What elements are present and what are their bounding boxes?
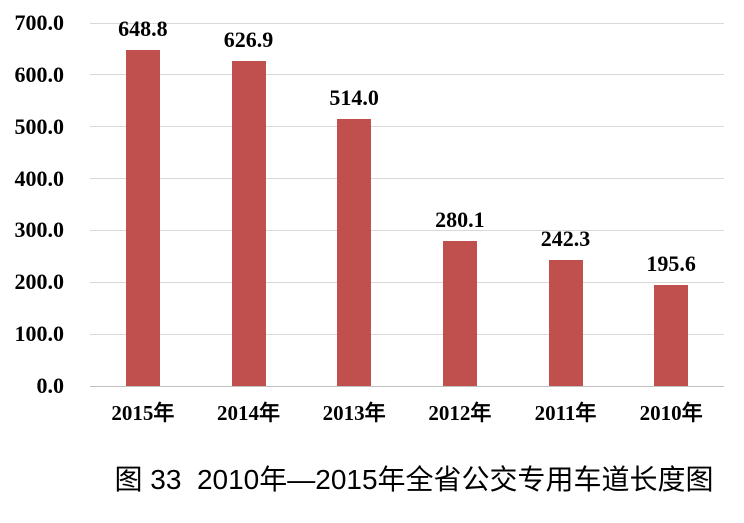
bar [231, 60, 266, 386]
y-axis-tick-label: 100.0 [14, 321, 65, 347]
x-axis-category-label: 2010年 [639, 401, 703, 425]
y-axis-tick-label: 0.0 [36, 373, 65, 398]
bar [125, 49, 160, 386]
bar-value-label: 195.6 [646, 250, 696, 276]
bar-value-label: 648.8 [118, 15, 168, 41]
x-axis-category-label: 2013年 [322, 401, 386, 425]
bar [548, 260, 583, 386]
gridline [90, 178, 724, 180]
bar-value-label: 514.0 [329, 85, 379, 111]
x-axis-category-label: 2015年 [111, 401, 175, 425]
x-axis-category-label: 2014年 [217, 401, 280, 425]
y-axis-tick-label: 500.0 [14, 113, 65, 139]
y-axis-tick-label: 300.0 [14, 217, 65, 243]
gridline [90, 385, 724, 387]
y-axis-tick-label: 600.0 [14, 61, 65, 87]
gridline [90, 229, 724, 231]
gridline [90, 22, 724, 24]
bar-value-label: 626.9 [223, 26, 274, 52]
bar [654, 284, 689, 386]
bar-value-label: 242.3 [540, 226, 591, 252]
gridline [90, 126, 724, 128]
gridline [90, 74, 724, 76]
chart-caption: 图 33 2010年—2015年全省公交专用车道长度图 [114, 464, 714, 495]
gridline [90, 281, 724, 283]
x-axis-category-label: 2011年 [534, 401, 597, 425]
y-axis-tick-label: 700.0 [14, 10, 65, 35]
y-axis-tick-label: 200.0 [14, 269, 65, 295]
bar [337, 119, 372, 386]
bar-value-label: 280.1 [435, 206, 485, 232]
bar [442, 240, 477, 386]
gridline [90, 333, 724, 335]
x-axis-category-label: 2012年 [428, 401, 492, 425]
y-axis-tick-label: 400.0 [14, 165, 65, 191]
